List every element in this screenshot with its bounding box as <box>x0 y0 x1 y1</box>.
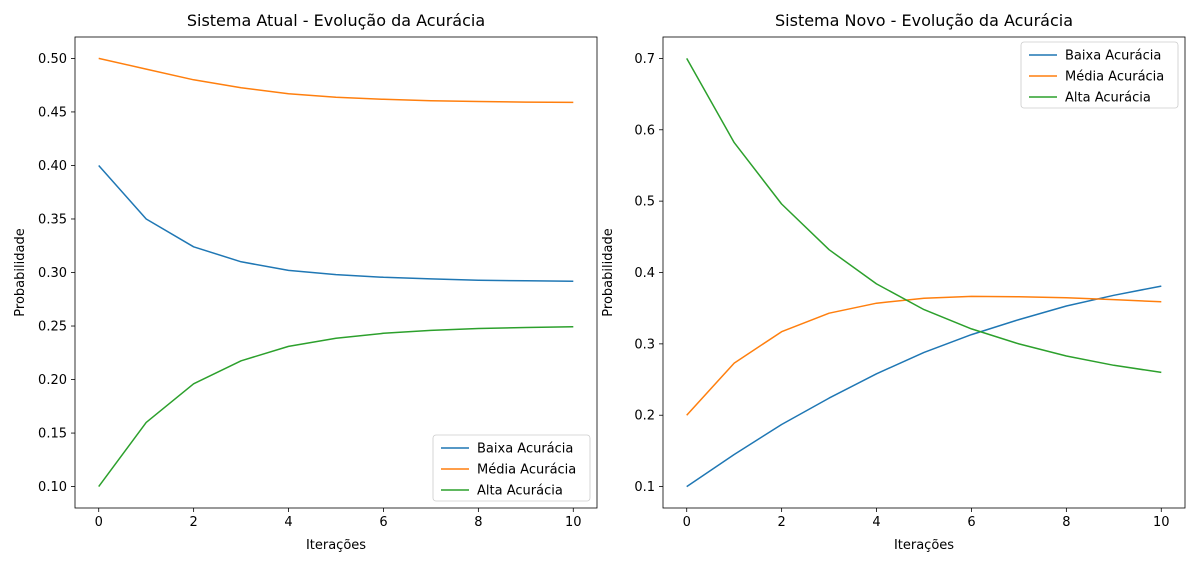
legend: Baixa Acurácia Média Acurácia Alta Acuráci… <box>1020 41 1179 109</box>
y-tick-label: 0.30 <box>38 266 67 281</box>
y-tick-label: 0.50 <box>38 52 67 67</box>
legend-entry: Alta Acurácia <box>477 484 563 499</box>
x-tick-label: 8 <box>474 515 482 530</box>
y-tick-label: 0.35 <box>38 212 67 227</box>
y-tick-label: 0.20 <box>38 373 67 388</box>
x-axis-label: Iterações <box>306 538 366 553</box>
y-tick-label: 0.45 <box>38 105 67 120</box>
x-tick-label: 6 <box>379 515 387 530</box>
legend-entry: Baixa Acurácia <box>1065 49 1161 64</box>
y-tick-label: 0.7 <box>634 52 655 67</box>
y-tick-label: 0.25 <box>38 320 67 335</box>
x-tick-label: 6 <box>967 515 975 530</box>
y-tick-label: 0.15 <box>38 427 67 442</box>
series-line-0 <box>686 285 1162 488</box>
x-tick-label: 0 <box>95 515 103 530</box>
legend-entry: Baixa Acurácia <box>477 442 573 457</box>
series-line-0 <box>98 165 574 283</box>
legend-entry: Média Acurácia <box>1065 70 1164 85</box>
y-tick-label: 0.10 <box>38 480 67 495</box>
legend-entry: Alta Acurácia <box>1065 91 1151 106</box>
chart-title: Sistema Novo - Evolução da Acurácia <box>775 11 1073 30</box>
chart-sistema-atual: Sistema Atual - Evolução da Acurácia 0 2 4 6… <box>13 11 598 553</box>
y-axis-label: Probabilidade <box>13 228 28 316</box>
x-axis-label: Iterações <box>894 538 954 553</box>
chart-sistema-novo: Sistema Novo - Evolução da Acurácia 0 2 4 6 8… <box>601 11 1186 553</box>
x-tick-label: 0 <box>683 515 691 530</box>
series-line-2 <box>98 326 574 488</box>
x-tick-label: 2 <box>189 515 197 530</box>
y-tick-label: 0.40 <box>38 159 67 174</box>
chart-title: Sistema Atual - Evolução da Acurácia <box>187 11 485 30</box>
legend: Baixa Acurácia Média Acurácia Alta Acuráci… <box>432 434 591 502</box>
legend-box <box>432 434 591 502</box>
legend-entry: Média Acurácia <box>477 463 576 478</box>
x-tick-label: 2 <box>777 515 785 530</box>
y-tick-label: 0.1 <box>634 480 655 495</box>
series-line-1 <box>98 57 574 104</box>
x-tick-label: 10 <box>565 515 582 530</box>
y-tick-label: 0.5 <box>634 195 655 210</box>
x-tick-label: 4 <box>872 515 880 530</box>
series-line-1 <box>686 295 1162 416</box>
x-tick-label: 10 <box>1153 515 1170 530</box>
y-tick-label: 0.2 <box>634 409 655 424</box>
series-line-2 <box>686 58 1162 374</box>
x-tick-label: 8 <box>1062 515 1070 530</box>
y-tick-label: 0.6 <box>634 123 655 138</box>
y-tick-label: 0.4 <box>634 266 655 281</box>
y-tick-label: 0.3 <box>634 337 655 352</box>
legend-box <box>1020 41 1179 109</box>
x-tick-label: 4 <box>284 515 292 530</box>
y-axis-label: Probabilidade <box>601 228 616 316</box>
